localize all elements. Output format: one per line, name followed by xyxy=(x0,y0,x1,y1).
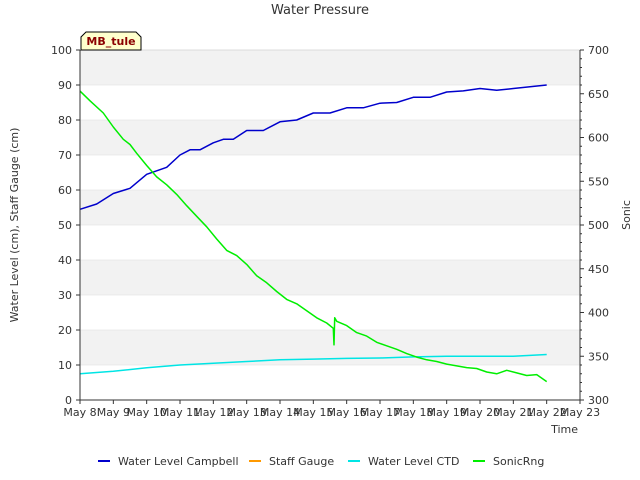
y-tick-label-left: 10 xyxy=(58,359,72,372)
station-badge: MB_tule xyxy=(80,31,142,51)
station-badge-label: MB_tule xyxy=(86,35,135,48)
legend-label: Water Level CTD xyxy=(368,455,459,468)
grid-band xyxy=(80,330,580,365)
series-line-water-level-campbell xyxy=(79,84,547,211)
x-tick-label: May 13 xyxy=(227,406,267,419)
x-tick-label: May 16 xyxy=(327,406,367,419)
y-tick-label-right: 350 xyxy=(588,350,609,363)
series-layer xyxy=(79,84,548,383)
x-tick-label: May 14 xyxy=(260,406,300,419)
y-tick-label-left: 60 xyxy=(58,184,72,197)
legend: Water Level Campbell Staff Gauge Water Lev… xyxy=(98,455,544,468)
y-tick-label-left: 20 xyxy=(58,324,72,337)
y-axis-label-left: Water Level (cm), Staff Gauge (cm) xyxy=(8,128,21,323)
y-tick-label-left: 30 xyxy=(58,289,72,302)
legend-label: Water Level Campbell xyxy=(118,455,239,468)
x-tick-label: May 9 xyxy=(97,406,130,419)
station-badge-box xyxy=(80,31,142,51)
x-tick-label: May 11 xyxy=(160,406,200,419)
x-tick-label: May 20 xyxy=(460,406,500,419)
grid-band xyxy=(80,190,580,225)
chart-title: Water Pressure xyxy=(271,3,369,18)
y-tick-label-left: 100 xyxy=(51,44,72,57)
y-tick-label-left: 50 xyxy=(58,219,72,232)
x-tick-label: May 18 xyxy=(393,406,433,419)
grid-band xyxy=(80,120,580,155)
y-tick-label-right: 650 xyxy=(588,88,609,101)
x-tick-label: May 22 xyxy=(527,406,567,419)
x-tick-label: May 21 xyxy=(493,406,533,419)
series-line-water-level-ctd xyxy=(79,353,547,375)
x-tick-label: May 19 xyxy=(427,406,467,419)
grid-bands xyxy=(80,50,580,365)
y-tick-label-left: 90 xyxy=(58,79,72,92)
y-tick-label-right: 300 xyxy=(588,394,609,407)
grid-band xyxy=(80,50,580,85)
series-line-sonicrng xyxy=(79,90,548,383)
y-tick-label-right: 700 xyxy=(588,44,609,57)
y-tick-label-left: 70 xyxy=(58,149,72,162)
axes-layer: 0 10 20 30 40 50 60 70 80 90 100 300 350 400 450 500 550… xyxy=(51,44,609,419)
y-tick-label-right: 600 xyxy=(588,132,609,145)
grid-band xyxy=(80,260,580,295)
legend-label: SonicRng xyxy=(493,455,544,468)
x-tick-label: May 12 xyxy=(193,406,233,419)
x-axis-label: Time xyxy=(550,423,578,436)
y-tick-label-left: 80 xyxy=(58,114,72,127)
y-tick-label-right: 550 xyxy=(588,175,609,188)
y-tick-label-right: 400 xyxy=(588,307,609,320)
y-tick-label-left: 0 xyxy=(65,394,72,407)
y-tick-label-right: 450 xyxy=(588,263,609,276)
legend-label: Staff Gauge xyxy=(269,455,334,468)
x-tick-label: May 17 xyxy=(360,406,400,419)
y-tick-label-left: 40 xyxy=(58,254,72,267)
x-tick-label: May 8 xyxy=(63,406,96,419)
y-axis-label-right: Sonic xyxy=(620,200,633,230)
x-tick-label: May 15 xyxy=(293,406,333,419)
x-tick-label: May 10 xyxy=(127,406,167,419)
x-tick-label: May 23 xyxy=(560,406,600,419)
y-tick-label-right: 500 xyxy=(588,219,609,232)
